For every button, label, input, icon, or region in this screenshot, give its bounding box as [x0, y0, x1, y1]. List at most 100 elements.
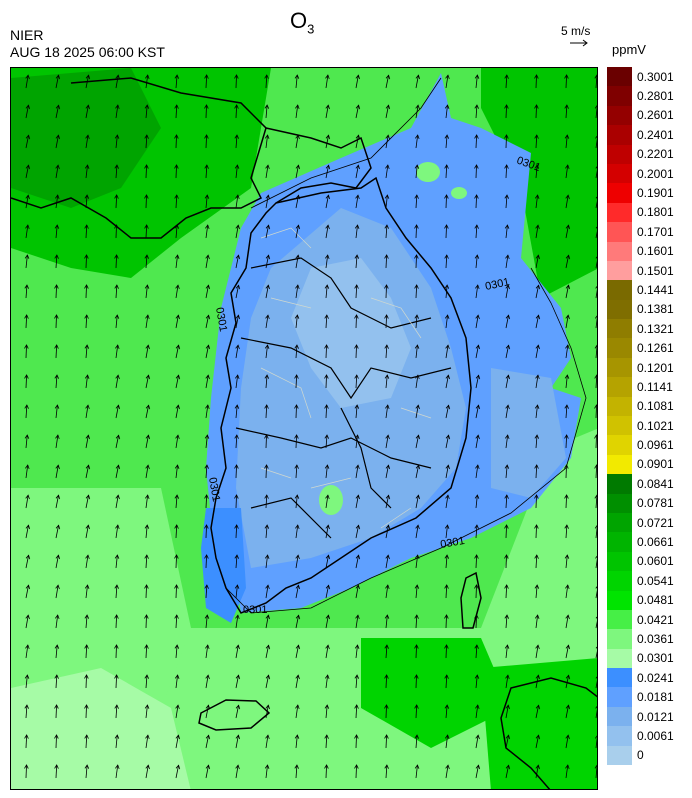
wind-arrow-head [54, 704, 59, 709]
wind-arrow [55, 645, 58, 659]
wind-arrow [145, 735, 149, 749]
wind-arrow-head [114, 614, 119, 619]
wind-arrow-head [54, 644, 60, 649]
wind-arrow-head [54, 344, 59, 349]
wind-arrow-head [114, 164, 119, 169]
wind-arrow-head [475, 314, 480, 320]
wind-arrow [115, 345, 119, 359]
colorbar-cell [607, 67, 632, 87]
wind-arrow [325, 225, 329, 239]
colorbar-cell [607, 512, 632, 533]
colorbar-tick-label: 0.0181 [637, 690, 674, 705]
wind-arrow [85, 734, 88, 749]
wind-arrow [55, 435, 59, 449]
wind-arrow [235, 225, 239, 239]
wind-arrow [295, 705, 299, 719]
wind-arrow-head [84, 734, 89, 739]
wind-arrow-head [325, 524, 330, 530]
wind-arrow [505, 164, 508, 179]
colorbar-tick-label: 0.0301 [637, 651, 674, 666]
wind-arrow [595, 709, 597, 719]
colorbar-tick-label: 0.0061 [637, 728, 674, 743]
wind-arrow-head [385, 74, 391, 80]
wind-arrow-head [205, 644, 210, 649]
wind-arrow [115, 194, 118, 209]
wind-arrow [295, 165, 299, 179]
wind-arrow-head [84, 194, 90, 199]
wind-arrow-head [295, 584, 301, 590]
wind-arrow [205, 494, 208, 509]
wind-arrow-head [84, 284, 89, 289]
wind-arrow [205, 615, 208, 629]
wind-arrow-head [595, 676, 597, 679]
colorbar-cell [607, 396, 632, 417]
wind-arrow [595, 737, 597, 749]
wind-arrow [295, 374, 298, 389]
wind-arrow [25, 255, 28, 269]
wind-arrow-head [534, 134, 539, 139]
wind-arrow [115, 765, 119, 779]
wind-arrow-head [504, 524, 509, 529]
wind-arrow [355, 704, 358, 719]
wind-arrow [535, 345, 539, 359]
wind-arrow [235, 585, 238, 599]
wind-arrow-head [25, 644, 30, 650]
wind-arrow-head [565, 584, 570, 590]
wind-arrow [235, 375, 239, 389]
wind-arrow [415, 615, 418, 629]
wind-arrow-head [475, 464, 480, 470]
wind-arrow-head [444, 524, 450, 529]
wind-arrow [295, 255, 299, 269]
wind-arrow-head [144, 584, 149, 589]
colorbar-cell [607, 241, 632, 262]
wind-arrow [325, 615, 329, 629]
wind-arrow [295, 645, 299, 659]
wind-arrow-head [414, 734, 420, 739]
colorbar-tick-label: 0.1081 [637, 399, 674, 414]
wind-arrow [55, 465, 59, 479]
wind-arrow-head [595, 616, 597, 619]
wind-arrow [385, 375, 388, 389]
wind-arrow-head [24, 314, 29, 319]
wind-arrow-head [384, 314, 389, 319]
colorbar-tick-label: 0.1901 [637, 186, 674, 201]
wind-arrow-head [385, 494, 391, 500]
wind-arrow-head [505, 344, 511, 350]
wind-arrow-head [55, 584, 60, 590]
wind-arrow [445, 765, 449, 779]
wind-arrow [265, 74, 268, 89]
wind-arrow [115, 614, 118, 629]
wind-arrow-head [594, 344, 597, 349]
wind-arrow [115, 224, 117, 239]
wind-arrow [55, 105, 59, 119]
colorbar-cell [607, 454, 632, 475]
wind-arrow [475, 105, 478, 119]
wind-arrow-head [265, 734, 270, 740]
wind-arrow-head [384, 614, 390, 619]
wind-arrow-head [355, 464, 360, 470]
wind-arrow [265, 315, 269, 329]
wind-arrow [385, 704, 387, 719]
wind-arrow-head [505, 254, 510, 260]
wind-arrow-head [534, 404, 540, 409]
wind-arrow-head [414, 194, 419, 199]
wind-arrow [595, 590, 597, 599]
wind-arrow [565, 315, 569, 329]
wind-arrow [415, 674, 417, 689]
wind-arrow [565, 165, 569, 179]
wind-arrow [55, 525, 59, 539]
wind-arrow-head [144, 644, 149, 649]
wind-arrow [385, 734, 388, 749]
wind-arrow [595, 105, 597, 119]
wind-arrow [475, 345, 479, 359]
wind-arrow [265, 615, 269, 629]
wind-arrow-head [234, 404, 240, 409]
wind-arrow-head [475, 764, 481, 770]
wind-arrow-head [265, 224, 271, 230]
wind-arrow-head [84, 704, 89, 709]
wind-arrow [415, 644, 417, 659]
wind-arrow [355, 255, 358, 269]
colorbar-tick-label: 0.0481 [637, 593, 674, 608]
wind-arrow-head [264, 464, 269, 469]
wind-arrow [565, 675, 569, 689]
